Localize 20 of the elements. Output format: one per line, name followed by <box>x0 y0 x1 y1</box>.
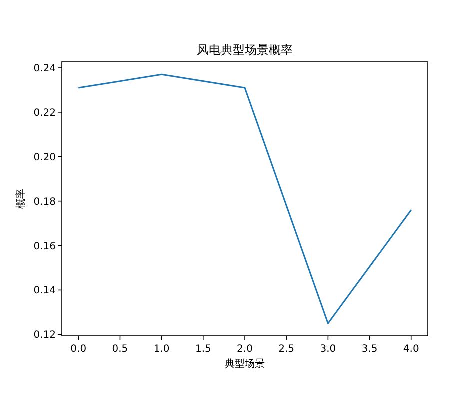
x-tick-label: 4.0 <box>403 344 420 355</box>
y-tick-label: 0.12 <box>34 330 56 342</box>
x-tick-label: 1.5 <box>195 344 212 355</box>
line-series <box>78 74 412 324</box>
x-tick-label: 0.0 <box>70 344 87 355</box>
y-tick-label: 0.24 <box>34 64 56 74</box>
x-tick-label: 2.0 <box>237 344 253 355</box>
chart-title: 风电典型场景概率 <box>197 43 293 57</box>
y-tick-label: 0.22 <box>34 108 56 119</box>
x-tick-label: 3.5 <box>362 344 378 355</box>
y-axis-title: 概率 <box>15 189 27 209</box>
y-tick-label: 0.18 <box>34 196 56 208</box>
x-tick-label: 2.5 <box>278 344 295 355</box>
x-tick-label: 0.5 <box>112 344 128 355</box>
y-tick-label: 0.20 <box>34 152 56 164</box>
x-axis-title: 典型场景 <box>225 358 265 370</box>
y-tick-label: 0.14 <box>34 286 56 297</box>
x-tick-label: 3.0 <box>320 344 336 355</box>
y-tick-label: 0.16 <box>34 241 56 252</box>
x-tick-label: 1.0 <box>154 344 170 355</box>
